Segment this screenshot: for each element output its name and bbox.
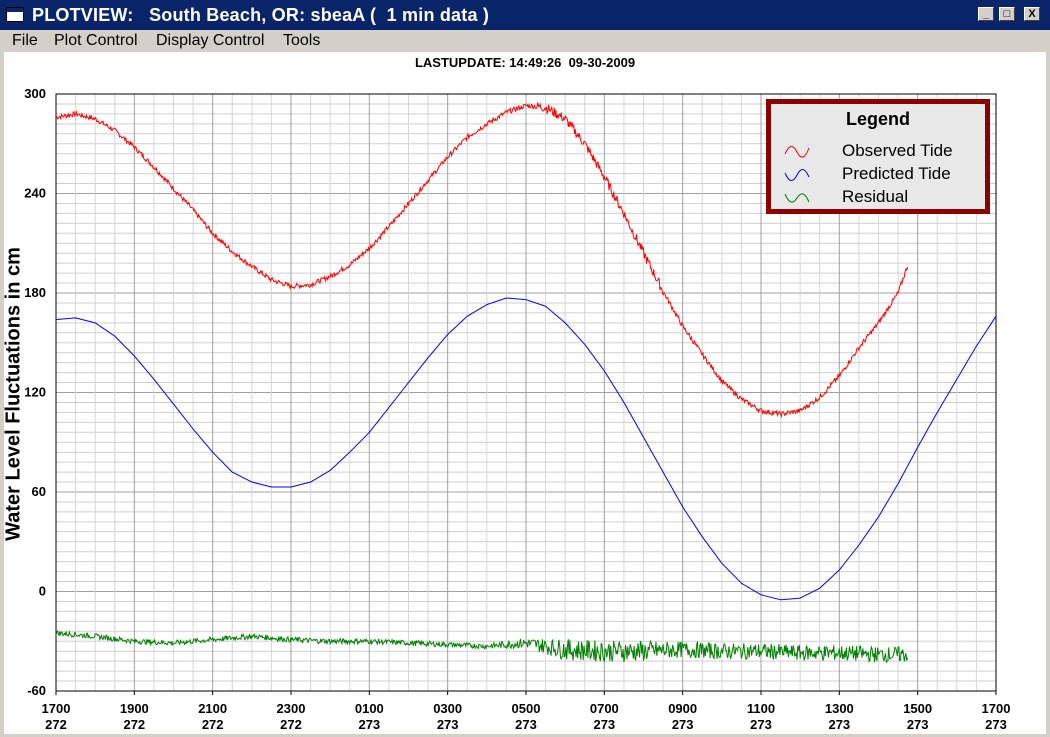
x-tick-day: 272 [280,717,302,732]
legend: Legend Observed Tide Predicted Tide Resi… [766,99,990,214]
close-button[interactable]: X [1024,7,1040,21]
y-tick-label: 300 [24,86,46,101]
x-tick-time: 1900 [120,701,149,716]
x-tick-time: 2300 [277,701,306,716]
x-tick-time: 1500 [903,701,932,716]
x-tick-time: 1700 [42,701,71,716]
app-window-icon [6,7,24,22]
y-tick-label: 120 [24,385,46,400]
x-tick-time: 1100 [747,701,775,716]
legend-entry-predicted: Predicted Tide [771,163,985,187]
legend-entry-observed: Observed Tide [771,140,985,164]
legend-label-residual: Residual [842,187,909,206]
x-tick-time: 1700 [982,701,1011,716]
x-tick-day: 273 [672,717,694,732]
y-tick-label: 0 [39,584,46,599]
x-tick-day: 273 [515,717,537,732]
menu-file[interactable]: File [12,32,38,49]
x-tick-day: 272 [123,717,145,732]
y-tick-label: 180 [24,285,46,300]
x-tick-day: 273 [437,717,459,732]
legend-swatch-residual [784,193,810,203]
series-residual [55,629,908,664]
y-tick-label: 240 [24,186,46,201]
legend-swatch-predicted [784,169,810,181]
menu-tools[interactable]: Tools [283,32,321,49]
x-tick-day: 272 [45,717,67,732]
window-titlebar: PLOTVIEW: South Beach, OR: sbeaA ( 1 min… [0,0,1050,30]
x-tick-day: 273 [828,717,850,732]
x-tick-day: 273 [750,717,772,732]
minimize-button[interactable]: _ [978,7,994,21]
legend-swatch-observed [784,146,810,158]
x-tick-time: 0500 [512,701,541,716]
legend-entry-residual: Residual [771,186,985,210]
x-tick-day: 273 [907,717,929,732]
x-tick-day: 272 [202,717,224,732]
y-tick-label: -60 [27,683,46,698]
x-tick-time: 1300 [825,701,854,716]
series-predicted-tide [55,297,997,601]
x-tick-day: 273 [593,717,615,732]
maximize-button[interactable]: □ [999,7,1015,21]
menu-bar: File Plot Control Display Control Tools [0,30,1050,52]
x-tick-day: 273 [358,717,380,732]
menu-display-control[interactable]: Display Control [156,32,265,49]
series-observed-tide [55,102,908,419]
x-tick-time: 2100 [198,701,227,716]
window-title: PLOTVIEW: South Beach, OR: sbeaA ( 1 min… [32,5,490,25]
legend-title: Legend [845,109,910,129]
x-tick-time: 0100 [355,701,384,716]
x-tick-time: 0300 [433,701,462,716]
x-tick-time: 0700 [590,701,619,716]
x-tick-day: 273 [985,717,1007,732]
x-tick-time: 0900 [668,701,697,716]
legend-label-predicted: Predicted Tide [842,164,951,183]
menu-plot-control[interactable]: Plot Control [54,32,138,49]
y-tick-label: 60 [32,484,46,499]
legend-label-observed: Observed Tide [842,141,953,160]
last-update-label: LASTUPDATE: 14:49:26 09-30-2009 [414,55,636,70]
